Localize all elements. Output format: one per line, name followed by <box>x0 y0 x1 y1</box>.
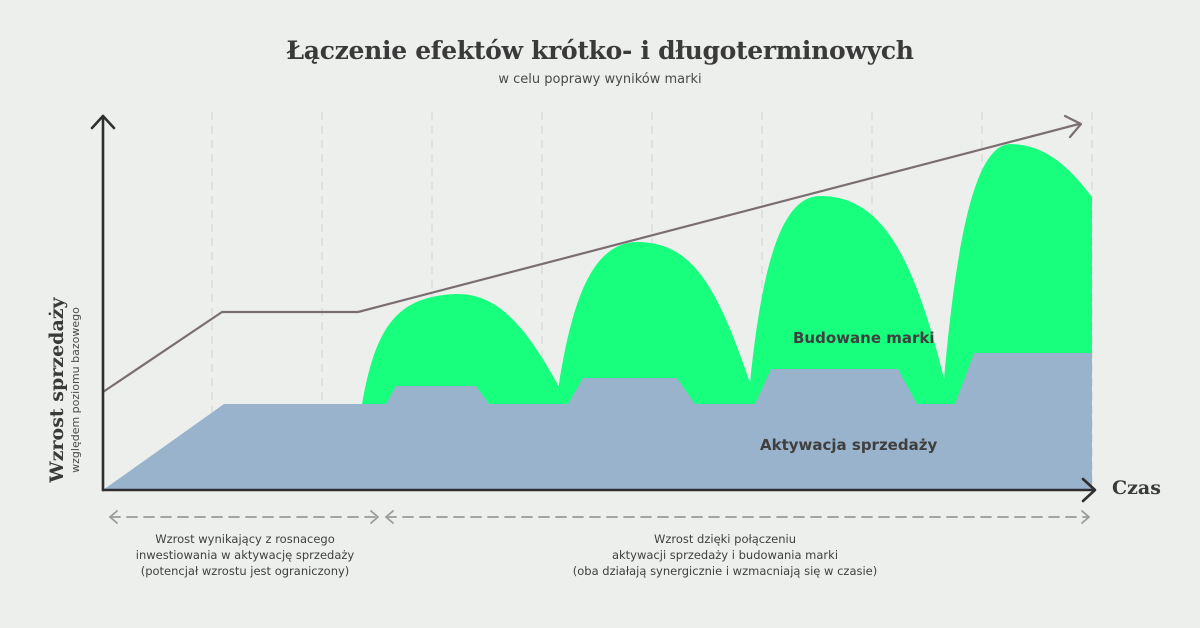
brand-area <box>362 144 1092 404</box>
right-range-arrow-end <box>1081 510 1090 524</box>
range-arrows <box>109 510 1090 524</box>
left-caption-line: Wzrost wynikający z rosnacego <box>155 532 335 546</box>
brand-area-label: Budowane marki <box>793 329 935 347</box>
y-axis-sublabel: względem poziomu bazowego <box>69 307 82 473</box>
sales-area <box>103 353 1092 490</box>
right-caption-line: (oba działają synergicznie i wzmacniają … <box>572 564 878 578</box>
y-axis-label: Wzrost sprzedaży <box>46 297 68 483</box>
trend-arrowhead <box>1063 114 1083 139</box>
trend-line <box>101 114 1083 394</box>
right-caption: Wzrost dzięki połączeniu aktywacji sprze… <box>520 531 930 579</box>
diagram-title: Łączenie efektów krótko- i długoterminow… <box>286 36 914 65</box>
diagram-subtitle: w celu poprawy wyników marki <box>498 72 702 87</box>
left-caption-line: (potencjał wzrostu jest ograniczony) <box>140 564 350 578</box>
left-range-arrow-end <box>370 510 379 524</box>
y-axis-arrowhead <box>90 114 116 130</box>
right-range-arrow-start <box>385 510 394 524</box>
x-axis-arrowhead <box>1081 477 1097 503</box>
left-range-arrow-start <box>109 510 118 524</box>
left-caption-line: inwestiowania w aktywację sprzedaży <box>135 548 355 562</box>
sales-area-label: Aktywacja sprzedaży <box>760 436 938 454</box>
right-caption-line: aktywacji sprzedaży i budowania marki <box>611 548 839 562</box>
x-axis-label: Czas <box>1112 477 1161 499</box>
left-caption: Wzrost wynikający z rosnacego inwestiowa… <box>95 531 395 579</box>
right-caption-line: Wzrost dzięki połączeniu <box>653 532 797 546</box>
axes <box>90 114 1097 503</box>
